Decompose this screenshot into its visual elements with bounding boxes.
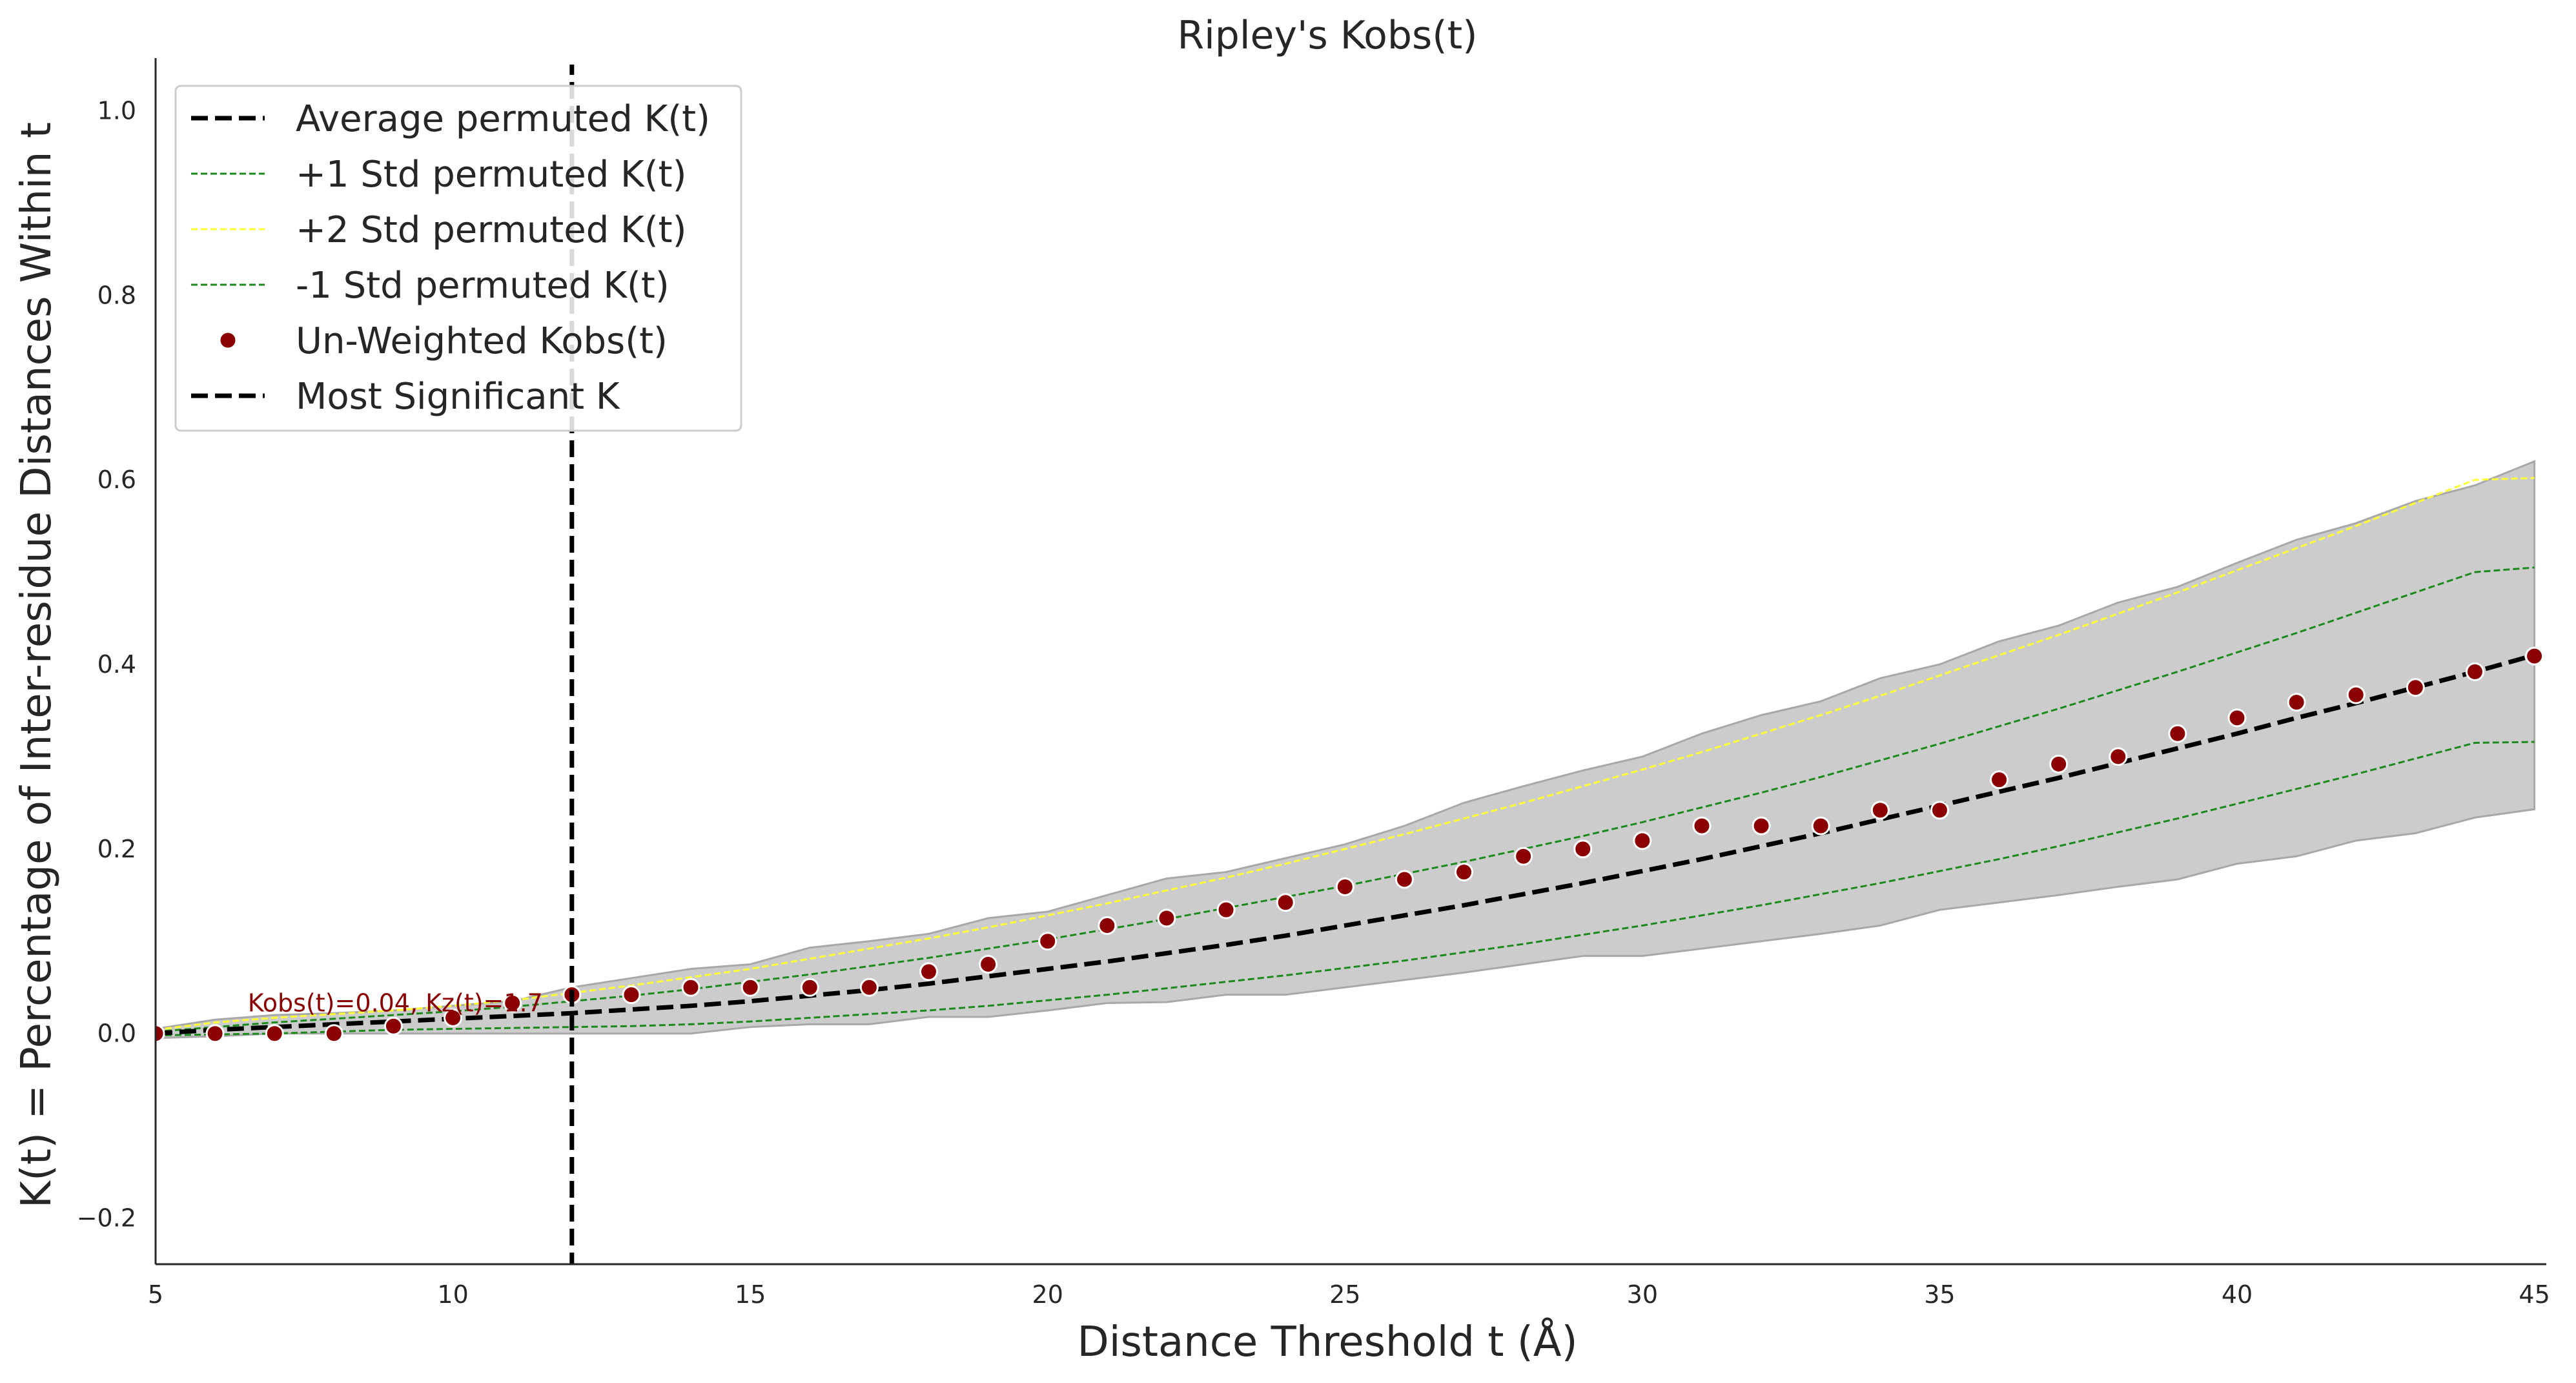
chart-title: Ripley's Kobs(t) bbox=[1177, 13, 1477, 58]
observed-point bbox=[859, 978, 879, 997]
x-tick-label: 40 bbox=[2222, 1280, 2253, 1309]
observed-point bbox=[681, 978, 700, 997]
observed-point bbox=[919, 962, 938, 981]
y-tick-label: 0.6 bbox=[97, 466, 136, 494]
y-tick-label: −0.2 bbox=[77, 1204, 136, 1233]
observed-point bbox=[1157, 908, 1176, 928]
y-tick-label: 0.8 bbox=[97, 281, 136, 309]
observed-point bbox=[324, 1024, 343, 1043]
observed-point bbox=[2168, 724, 2187, 743]
x-axis-label: Distance Threshold t (Å) bbox=[1077, 1317, 1577, 1366]
series-line-1 bbox=[156, 653, 2535, 1036]
observed-point bbox=[383, 1016, 403, 1036]
legend-label: +1 Std permuted K(t) bbox=[296, 154, 686, 196]
legend-label: Most Significant K bbox=[296, 376, 620, 418]
observed-point bbox=[1573, 839, 1593, 859]
observed-point bbox=[1335, 877, 1354, 896]
observed-point bbox=[622, 985, 641, 1005]
observed-point bbox=[1514, 846, 1533, 866]
y-tick-label: 0.0 bbox=[97, 1019, 136, 1048]
axes: 5 10 15 20 25 30 35 40 45 −0.2 0.0 0.2 0.4 0.6 0.8 1.0 bbox=[77, 58, 2550, 1309]
observed-point bbox=[2346, 685, 2366, 704]
x-tick-label: 10 bbox=[437, 1280, 468, 1309]
observed-point bbox=[1455, 863, 1474, 882]
x-tick-label: 25 bbox=[1329, 1280, 1360, 1309]
observed-point bbox=[1216, 900, 1236, 919]
significance-annotation: Kobs(t)=0.04, Kz(t)=1.7 bbox=[248, 989, 543, 1017]
observed-point bbox=[1395, 870, 1414, 889]
legend-label: -1 Std permuted K(t) bbox=[296, 265, 670, 307]
legend-label: Average permuted K(t) bbox=[296, 98, 710, 140]
observed-point bbox=[2465, 662, 2484, 681]
observed-point bbox=[741, 978, 760, 997]
legend-label: +2 Std permuted K(t) bbox=[296, 209, 686, 251]
series-line-4 bbox=[156, 741, 2535, 1037]
series-line-2 bbox=[156, 566, 2535, 1033]
observed-point bbox=[2287, 693, 2306, 712]
observed-point bbox=[503, 994, 522, 1013]
observed-point bbox=[1870, 801, 1890, 820]
legend-label: Un-Weighted Kobs(t) bbox=[296, 320, 668, 362]
x-tick-label: 45 bbox=[2519, 1280, 2550, 1309]
legend-box bbox=[174, 85, 742, 432]
observed-point bbox=[205, 1024, 225, 1043]
y-tick-label: 1.0 bbox=[97, 96, 136, 125]
observed-point bbox=[1098, 916, 1117, 935]
observed-point bbox=[2049, 754, 2069, 773]
y-tick-label: 0.4 bbox=[97, 650, 136, 679]
x-tick-label: 35 bbox=[1924, 1280, 1955, 1309]
observed-point bbox=[2109, 747, 2128, 766]
observed-point bbox=[2525, 646, 2544, 666]
observed-point bbox=[1276, 893, 1295, 912]
observed-point bbox=[1990, 770, 2009, 790]
observed-point bbox=[1752, 816, 1771, 835]
observed-point bbox=[1811, 816, 1830, 835]
observed-point bbox=[1930, 801, 1949, 820]
observed-point bbox=[156, 1024, 165, 1043]
y-axis-label: K(t) = Percentage of Inter-residue Dista… bbox=[13, 122, 61, 1208]
plot-area: Kobs(t)=0.04, Kz(t)=1.7 bbox=[156, 65, 2544, 1264]
legend: Average permuted K(t) +1 Std permuted K(t… bbox=[174, 85, 742, 432]
observed-point bbox=[2406, 678, 2425, 697]
permutation-envelope bbox=[156, 460, 2536, 1040]
legend-swatch bbox=[218, 331, 238, 350]
x-tick-label: 15 bbox=[735, 1280, 766, 1309]
x-tick-label: 30 bbox=[1627, 1280, 1658, 1309]
x-tick-label: 20 bbox=[1032, 1280, 1063, 1309]
observed-point bbox=[800, 978, 819, 997]
y-tick-label: 0.2 bbox=[97, 835, 136, 863]
x-tick-label: 5 bbox=[148, 1280, 163, 1309]
observed-point bbox=[1692, 816, 1712, 835]
observed-point bbox=[979, 955, 998, 974]
observed-point bbox=[444, 1008, 463, 1027]
observed-point bbox=[1633, 831, 1652, 850]
series-line-3 bbox=[156, 476, 2535, 1031]
observed-point bbox=[2227, 708, 2247, 728]
observed-point bbox=[265, 1024, 284, 1043]
observed-point bbox=[1038, 932, 1058, 951]
